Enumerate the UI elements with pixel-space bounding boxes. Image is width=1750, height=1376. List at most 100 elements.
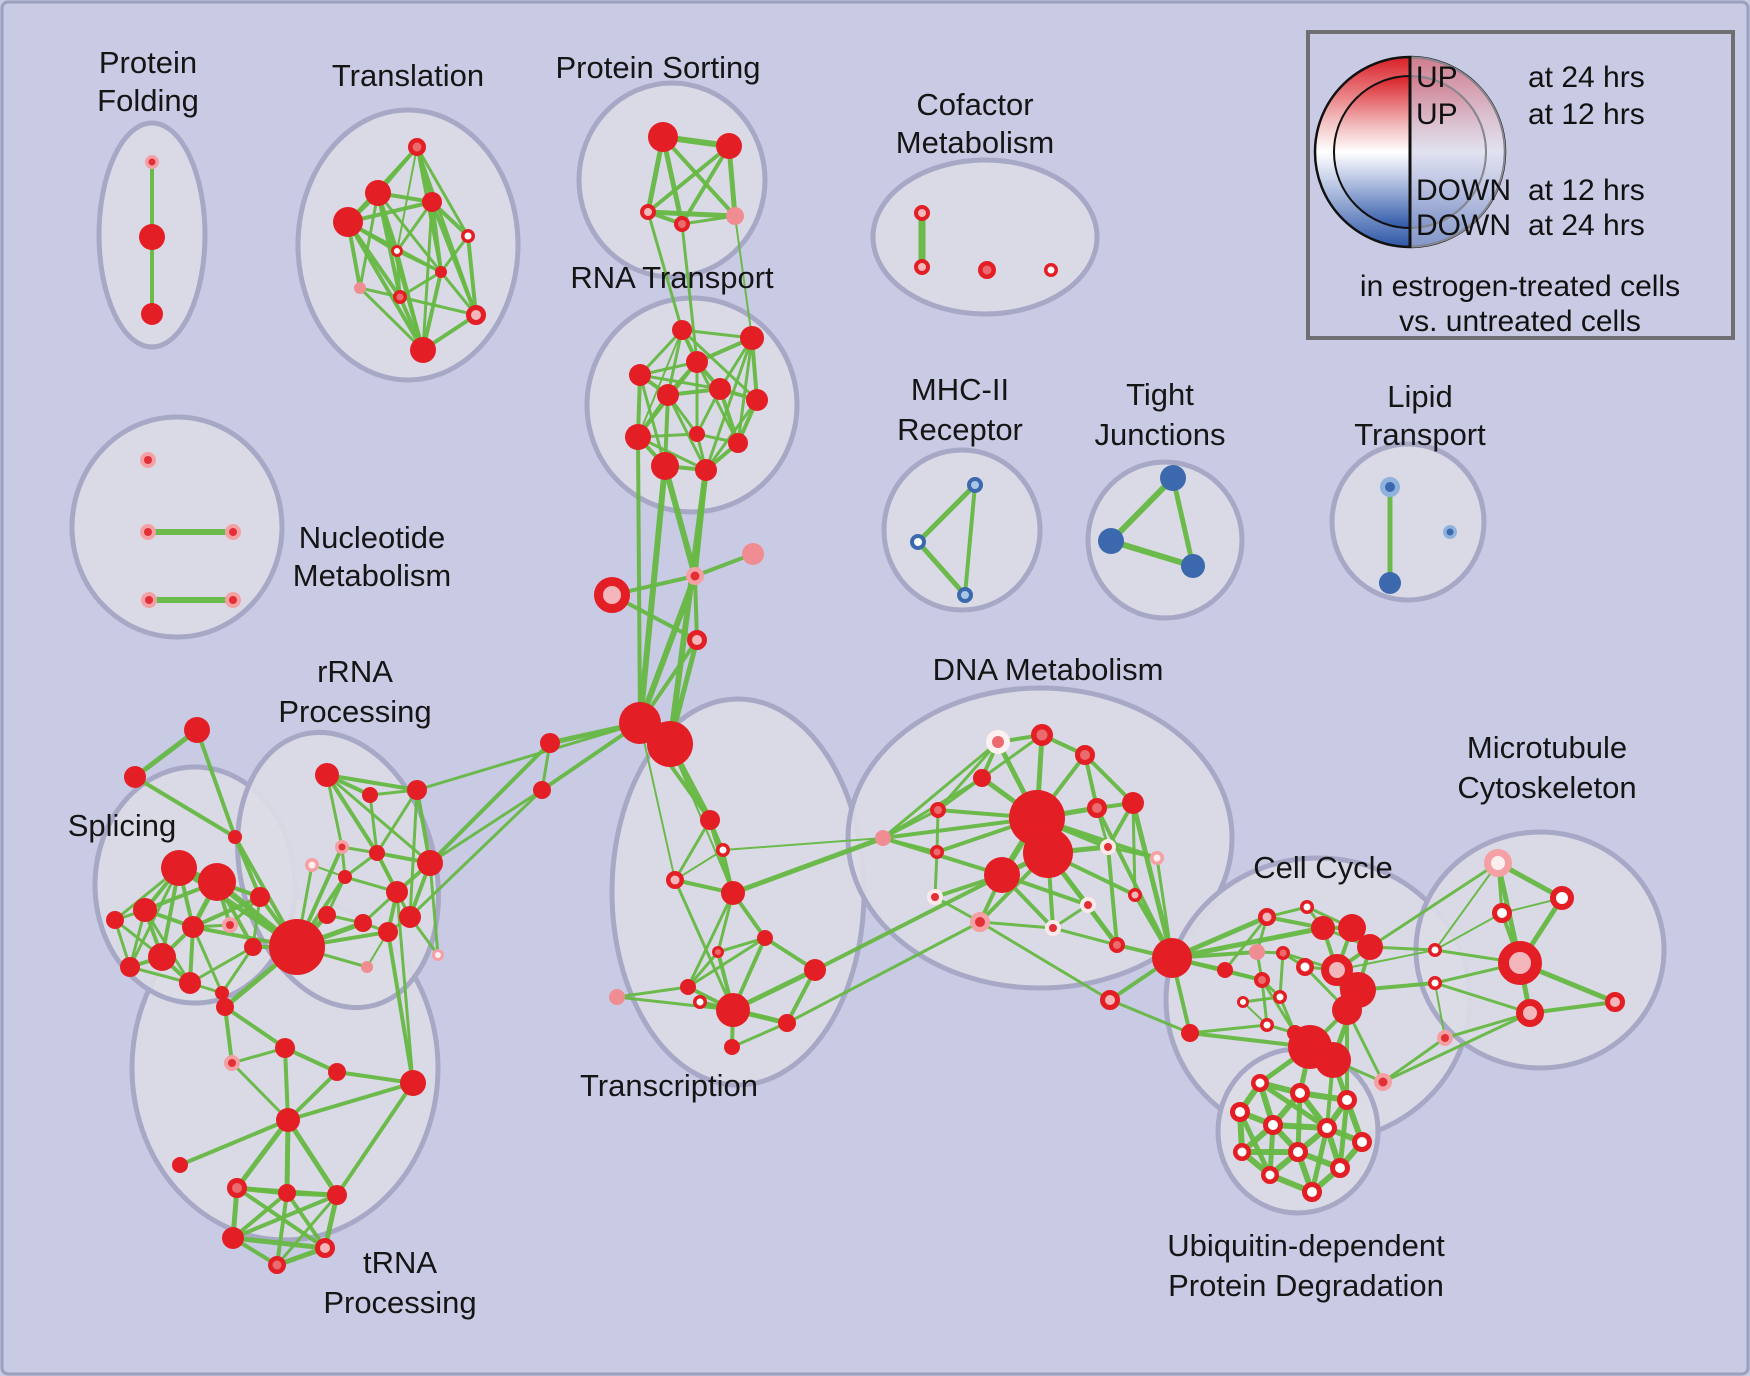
network-edge <box>639 722 676 881</box>
cluster-label-pf: Protein <box>99 45 197 80</box>
network-node <box>1379 572 1401 594</box>
network-node <box>225 524 241 540</box>
network-node <box>726 207 744 225</box>
network-node <box>984 857 1020 893</box>
legend-ring-faded-half <box>1410 57 1505 247</box>
network-node <box>930 802 946 818</box>
network-edge <box>936 776 984 812</box>
network-node <box>695 459 717 481</box>
cluster-label-ub: Ubiquitin-dependent <box>1167 1228 1445 1263</box>
network-edge <box>398 295 478 317</box>
network-node <box>328 1063 346 1081</box>
network-edge <box>646 210 684 332</box>
network-edge <box>978 920 1112 1002</box>
cluster-label-cf: Metabolism <box>896 125 1055 160</box>
network-node <box>910 534 926 550</box>
network-edge <box>693 574 699 642</box>
network-node <box>276 1108 300 1132</box>
network-node <box>533 781 551 799</box>
cluster-label-ub: Protein Degradation <box>1168 1268 1444 1303</box>
network-edge <box>1083 753 1135 805</box>
network-node <box>393 290 407 304</box>
network-node <box>145 155 159 169</box>
network-edge <box>275 1193 339 1267</box>
network-node <box>716 843 730 857</box>
network-node <box>1254 972 1270 988</box>
network-edge <box>128 866 181 969</box>
network-edge <box>231 1191 289 1240</box>
network-node <box>647 721 693 767</box>
network-node <box>1302 1182 1322 1202</box>
legend: UP at 24 hrs UP at 12 hrs DOWN at 12 hrs… <box>1306 30 1735 340</box>
network-node <box>716 993 750 1027</box>
network-edge <box>680 144 731 226</box>
network-edge <box>368 793 379 855</box>
network-edge <box>395 890 415 1085</box>
cluster-label-tj: Tight <box>1126 377 1194 412</box>
network-node <box>1181 554 1205 578</box>
network-edge <box>637 463 668 726</box>
cluster-label-lp: Transport <box>1354 417 1486 452</box>
network-node <box>228 830 242 844</box>
network-node <box>742 543 764 565</box>
network-node <box>1122 792 1144 814</box>
network-edge <box>231 1193 339 1240</box>
network-node <box>354 914 372 932</box>
network-edge <box>415 145 470 238</box>
network-edge <box>667 467 709 747</box>
network-edge <box>695 360 740 445</box>
network-edge <box>673 818 712 882</box>
network-edge <box>734 215 753 339</box>
network-edge <box>881 808 940 840</box>
network-node <box>651 452 679 480</box>
network-edge <box>615 995 735 1012</box>
network-edge <box>785 920 982 1025</box>
network-node <box>222 917 238 933</box>
network-node <box>540 733 560 753</box>
network-edge <box>662 463 698 579</box>
network-node <box>609 989 625 1005</box>
network-edge <box>1170 475 1196 569</box>
network-node <box>1237 996 1249 1008</box>
network-node <box>1260 1018 1274 1032</box>
network-edge <box>1337 1097 1350 1171</box>
network-node <box>106 911 124 929</box>
network-edge <box>673 878 735 1012</box>
network-node <box>365 180 391 206</box>
network-edge <box>722 837 884 851</box>
network-edge <box>223 1005 234 1065</box>
network-node <box>140 524 156 540</box>
network-edge <box>980 733 1044 780</box>
network-node <box>216 998 234 1016</box>
cluster-label-dm: DNA Metabolism <box>933 652 1164 687</box>
network-edge <box>1051 926 1119 947</box>
network-node <box>689 426 705 442</box>
network-edge <box>223 1005 287 1050</box>
network-node <box>1080 897 1096 913</box>
network-node <box>410 337 436 363</box>
cluster-label-tj: Junctions <box>1095 417 1226 452</box>
cluster-label-mt: Cytoskeleton <box>1457 770 1636 805</box>
network-edge <box>346 220 425 352</box>
network-edge <box>1309 1125 1330 1195</box>
network-edge <box>615 985 690 999</box>
network-edge <box>386 930 415 1085</box>
network-node <box>1315 1042 1351 1078</box>
network-node <box>417 850 443 876</box>
network-node <box>275 1038 295 1058</box>
network-node <box>400 1070 426 1096</box>
network-node <box>407 780 427 800</box>
legend-up12-time: at 12 hrs <box>1528 98 1645 131</box>
network-node <box>1258 908 1276 926</box>
network-node <box>1100 839 1116 855</box>
network-edge <box>1528 1000 1617 1015</box>
network-nodes-layer <box>106 122 1625 1274</box>
network-node <box>133 898 157 922</box>
network-node <box>978 261 996 279</box>
network-node <box>362 787 378 803</box>
network-edge <box>978 920 1055 930</box>
network-node <box>693 995 707 1009</box>
network-edge <box>1443 1011 1532 1040</box>
